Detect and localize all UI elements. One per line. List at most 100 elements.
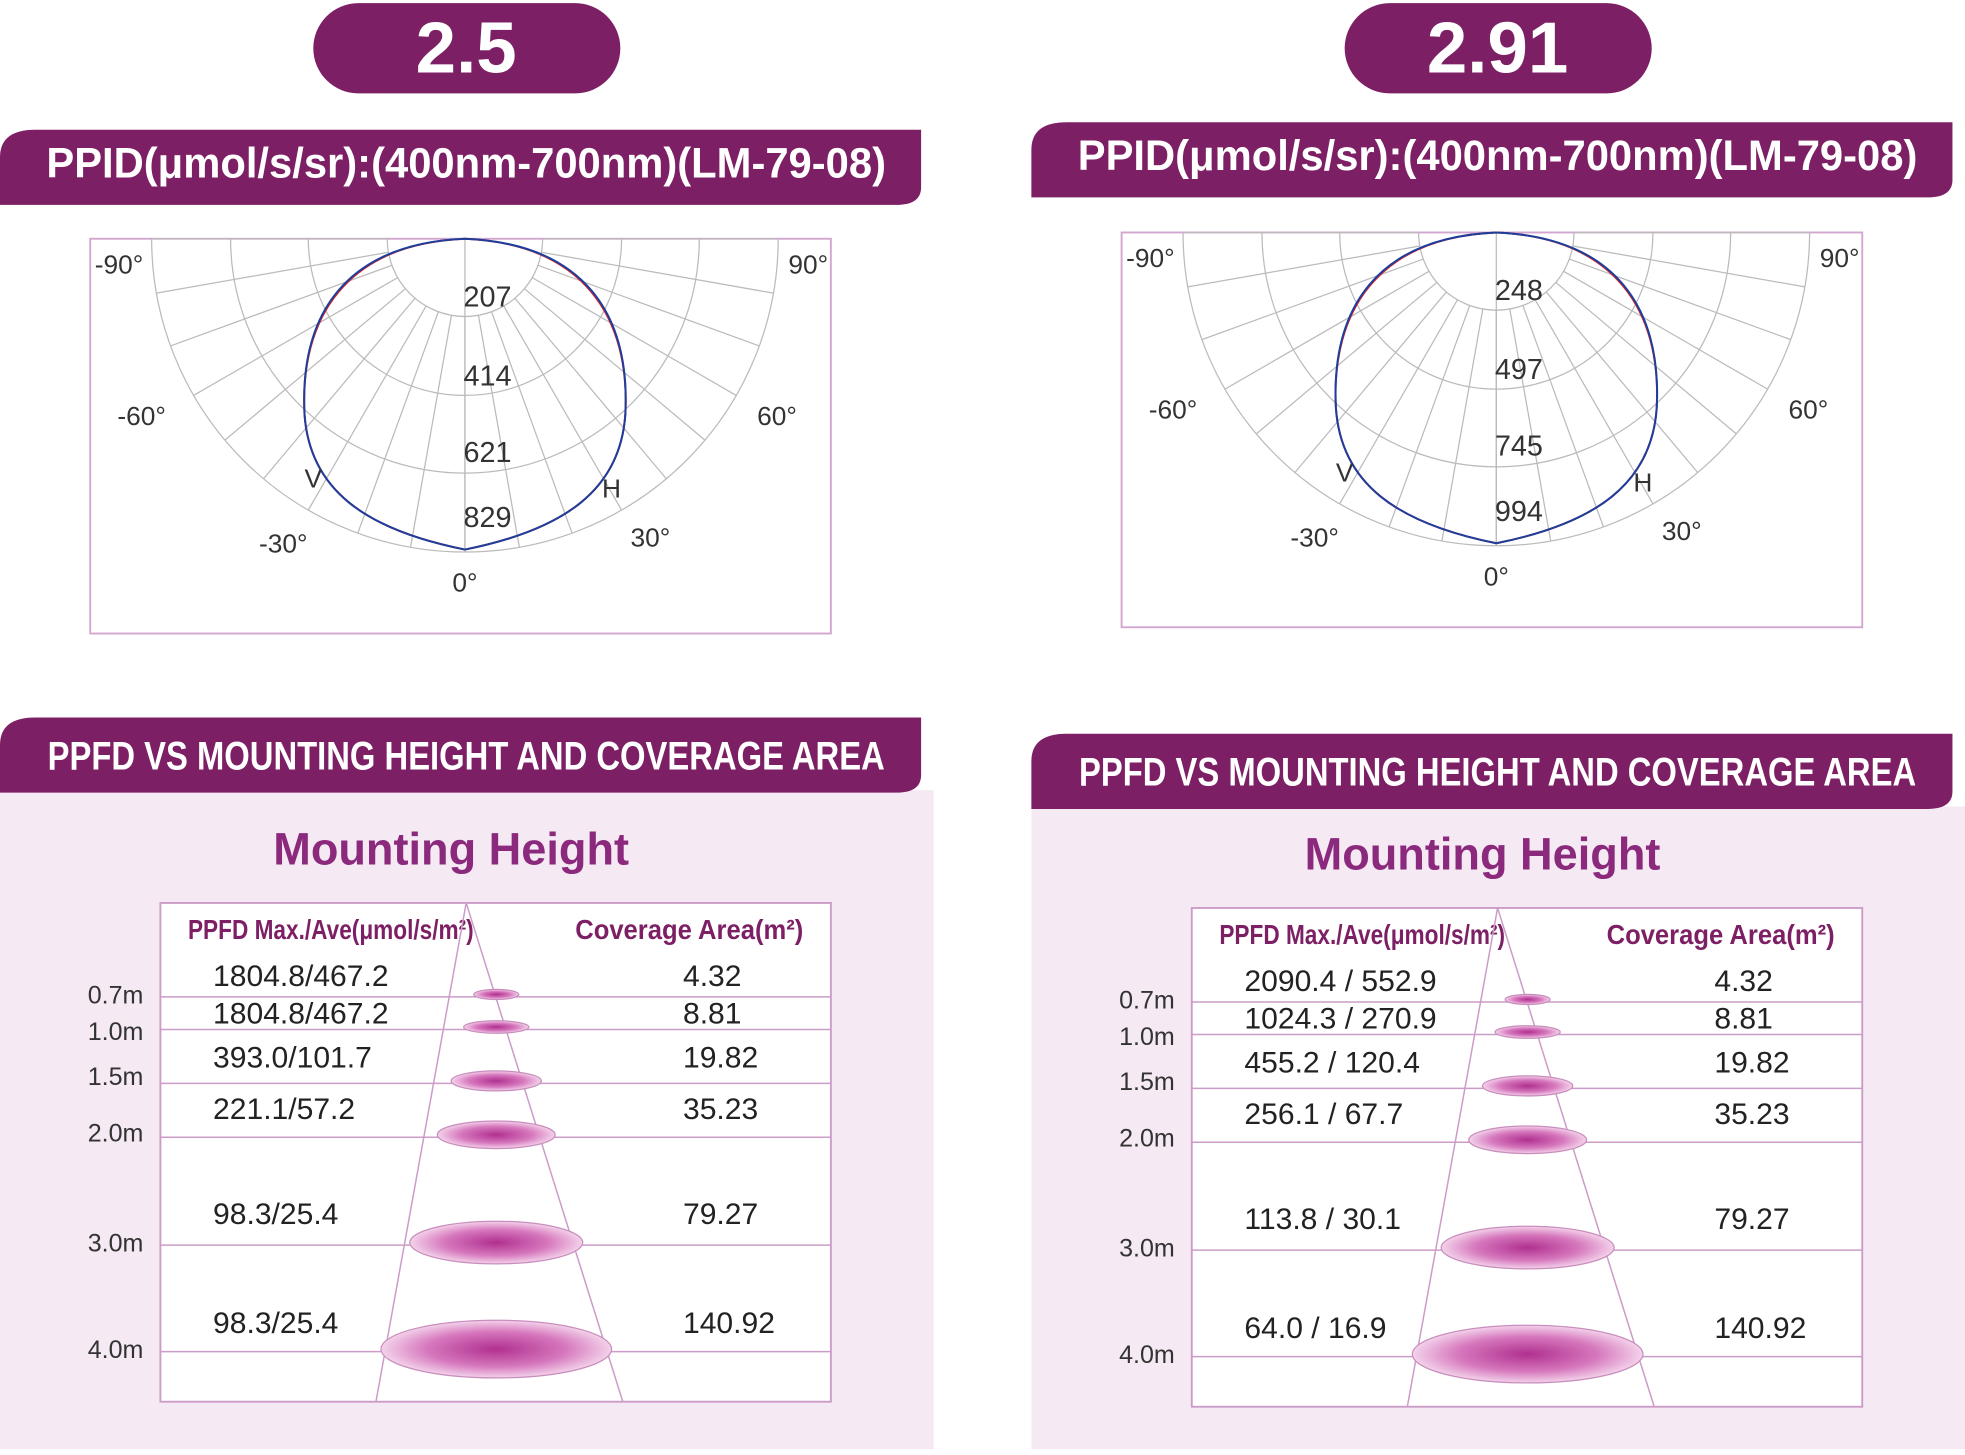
curve-label: H [1633, 467, 1652, 497]
light-spot [463, 1020, 530, 1034]
polar-frame [1120, 231, 1864, 629]
angle-label: -90° [95, 249, 144, 279]
ppfd-value: 1024.3 / 270.9 [1244, 1003, 1436, 1036]
height-label: 0.7m [1119, 987, 1175, 1015]
ppfd-value: 455.2 / 120.4 [1244, 1047, 1420, 1080]
polar-spoke [1563, 270, 1768, 390]
area-value: 35.23 [683, 1093, 758, 1126]
area-value: 8.81 [1714, 1003, 1773, 1036]
angle-label: 90° [788, 249, 828, 279]
polar-spoke [524, 288, 706, 441]
curve-label: V [305, 464, 323, 494]
polar-spoke [1569, 258, 1791, 341]
section-banner [1031, 733, 1953, 809]
light-spot [436, 1120, 556, 1150]
polar-spoke [1339, 299, 1459, 505]
angle-label: 0° [452, 568, 477, 598]
height-label: 1.5m [88, 1063, 144, 1091]
area-value: 19.82 [1714, 1047, 1789, 1080]
polar-spoke [263, 297, 416, 480]
light-spot [380, 1319, 613, 1379]
polar-spoke [1441, 308, 1484, 542]
area-value: 8.81 [683, 998, 742, 1031]
polar-spoke [1255, 281, 1438, 435]
height-label: 1.5m [1119, 1068, 1175, 1096]
polar-spoke [1572, 245, 1805, 288]
ppfd-value: 393.0/101.7 [213, 1042, 372, 1075]
angle-label: 90° [1820, 243, 1860, 273]
light-cone [375, 902, 624, 1402]
ppfd-title: PPFD VS MOUNTING HEIGHT AND COVERAGE ARE… [48, 734, 885, 778]
height-label: 3.0m [1119, 1235, 1175, 1263]
height-label: 2.0m [1119, 1124, 1175, 1152]
height-label: 1.0m [88, 1018, 144, 1046]
radial-label: 414 [463, 360, 511, 392]
height-label: 4.0m [1119, 1341, 1175, 1369]
ppfd-value: 98.3/25.4 [213, 1307, 338, 1340]
ppfd-value: 256.1 / 67.7 [1244, 1098, 1403, 1131]
polar-curve-h [1334, 231, 1659, 545]
polar-spoke [537, 264, 760, 347]
ppfd-title: PPFD VS MOUNTING HEIGHT AND COVERAGE ARE… [1079, 751, 1916, 795]
angle-label: -30° [1290, 522, 1339, 552]
polar-spoke [224, 288, 406, 441]
ppfd-value: 1804.8/467.2 [213, 960, 389, 993]
light-spot [1481, 1075, 1574, 1097]
table-header: PPFD Max./Ave(μmol/s/m²) [188, 914, 474, 945]
table-frame [159, 902, 832, 1403]
light-spot [473, 988, 520, 1001]
polar-spoke [193, 277, 398, 396]
angle-label: 30° [1662, 516, 1702, 546]
angle-label: -60° [117, 401, 166, 431]
section-banner [0, 129, 922, 205]
mounting-title: Mounting Height [273, 824, 629, 875]
area-value: 35.23 [1714, 1098, 1789, 1131]
value-badge [1344, 3, 1652, 94]
height-label: 1.0m [1119, 1023, 1175, 1051]
light-spot [1494, 1025, 1561, 1039]
area-value: 140.92 [683, 1307, 775, 1340]
polar-spoke [409, 315, 453, 548]
angle-label: 60° [1788, 395, 1828, 425]
badge-text: 2.91 [1427, 7, 1568, 88]
polar-frame [89, 237, 832, 635]
area-value: 19.82 [683, 1042, 758, 1075]
polar-spoke [307, 305, 427, 511]
badge-text: 2.5 [416, 7, 517, 88]
curve-label: H [602, 474, 621, 504]
light-cone [1406, 907, 1655, 1407]
ppfd-value: 1804.8/467.2 [213, 998, 389, 1031]
polar-spoke [1522, 305, 1605, 528]
section-banner [1031, 122, 1953, 198]
polar-spoke [1224, 270, 1430, 390]
light-spot [1504, 993, 1551, 1006]
table-header: Coverage Area(m²) [1607, 919, 1835, 950]
light-spot [450, 1070, 543, 1092]
angle-label: -30° [259, 529, 308, 559]
ppid-title: PPID(μmol/s/sr):(400nm-700nm)(LM-79-08) [46, 139, 886, 187]
radial-label: 248 [1495, 275, 1543, 307]
area-value: 79.27 [1714, 1203, 1789, 1236]
height-label: 2.0m [88, 1119, 144, 1147]
ppfd-value: 64.0 / 16.9 [1244, 1312, 1386, 1345]
section-banner [0, 717, 922, 793]
light-spot [1468, 1125, 1588, 1155]
area-value: 79.27 [683, 1198, 758, 1231]
polar-curve-h [303, 237, 627, 551]
area-value: 4.32 [683, 960, 742, 993]
polar-spoke [1187, 245, 1420, 288]
ppid-title: PPID(μmol/s/sr):(400nm-700nm)(LM-79-08) [1078, 132, 1918, 180]
radial-label: 207 [463, 282, 511, 314]
ppfd-value: 221.1/57.2 [213, 1093, 355, 1126]
light-spot [1440, 1225, 1615, 1270]
angle-label: 30° [631, 522, 671, 552]
polar-spoke [1294, 291, 1447, 473]
polar-spoke [514, 297, 667, 480]
table-header: Coverage Area(m²) [575, 914, 803, 945]
polar-spoke [156, 251, 389, 294]
area-value: 4.32 [1714, 965, 1773, 998]
ppfd-value: 98.3/25.4 [213, 1198, 338, 1231]
ppfd-value: 2090.4 / 552.9 [1244, 965, 1436, 998]
